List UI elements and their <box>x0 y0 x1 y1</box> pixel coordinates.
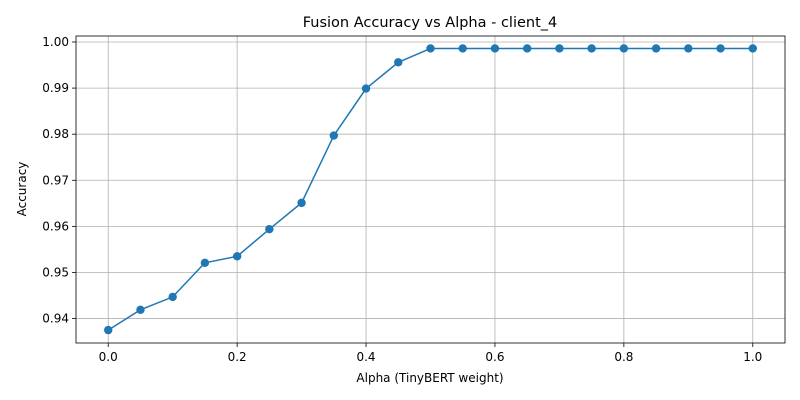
y-axis-ticks: 0.94 0.95 0.96 0.97 0.98 0.99 1.00 <box>42 35 76 326</box>
x-tick-label: 0.0 <box>99 350 118 364</box>
y-tick-label: 1.00 <box>42 35 69 49</box>
plot-area <box>75 35 786 344</box>
y-tick-label: 0.98 <box>42 127 69 141</box>
data-point <box>265 224 274 234</box>
data-point <box>232 252 242 261</box>
data-point <box>361 84 371 93</box>
data-point <box>458 44 467 53</box>
y-tick-label: 0.94 <box>42 312 69 326</box>
x-axis-label: Alpha (TinyBERT weight) <box>356 371 503 385</box>
data-point <box>104 325 113 335</box>
x-tick-label: 0.6 <box>485 350 504 364</box>
data-point <box>651 44 661 53</box>
data-point <box>684 44 693 53</box>
data-point <box>426 44 435 53</box>
grid <box>76 36 785 343</box>
y-tick-label: 0.99 <box>42 81 69 95</box>
y-tick-label: 0.95 <box>42 265 69 279</box>
data-point <box>522 44 532 53</box>
data-point <box>394 58 403 67</box>
x-tick-label: 1.0 <box>743 350 762 364</box>
data-point <box>748 44 757 53</box>
y-tick-label: 0.97 <box>42 173 69 187</box>
chart-title: Fusion Accuracy vs Alpha - client_4 <box>303 15 558 31</box>
data-point <box>168 292 177 302</box>
x-tick-label: 0.4 <box>356 350 375 364</box>
y-tick-label: 0.96 <box>42 219 69 233</box>
data-point <box>555 44 564 53</box>
data-point <box>619 44 629 53</box>
data-point <box>587 44 596 53</box>
x-axis-ticks: 0.0 0.2 0.4 0.6 0.8 1.0 <box>99 343 762 364</box>
data-point <box>136 305 145 315</box>
series-line <box>107 47 753 331</box>
y-axis-label: Accuracy <box>15 162 29 217</box>
x-tick-label: 0.2 <box>228 350 247 364</box>
data-point <box>490 44 500 53</box>
data-point <box>297 198 306 208</box>
data-point <box>716 44 725 53</box>
data-point <box>200 258 210 267</box>
x-tick-label: 0.8 <box>614 350 633 364</box>
data-point <box>329 131 339 140</box>
series-markers <box>104 44 757 335</box>
